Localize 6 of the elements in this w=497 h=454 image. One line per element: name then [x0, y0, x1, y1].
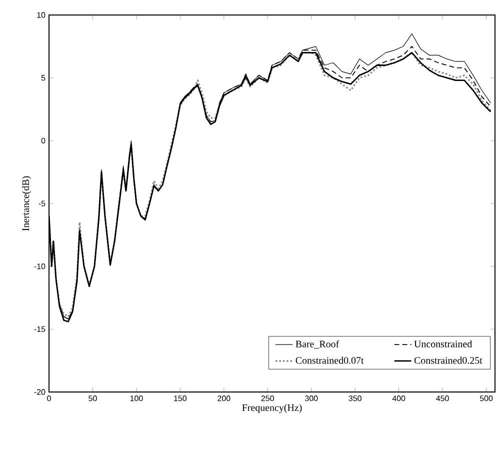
y-axis-title: Inertance(dB): [22, 176, 32, 231]
legend-label: Bare_Roof: [296, 340, 340, 349]
legend-label: Constrained0.07t: [296, 356, 364, 364]
legend-label: Unconstrained: [414, 340, 472, 348]
x-axis-title: Frequency(Hz): [242, 404, 302, 414]
legend-label: Constrained0.25t: [414, 356, 482, 364]
